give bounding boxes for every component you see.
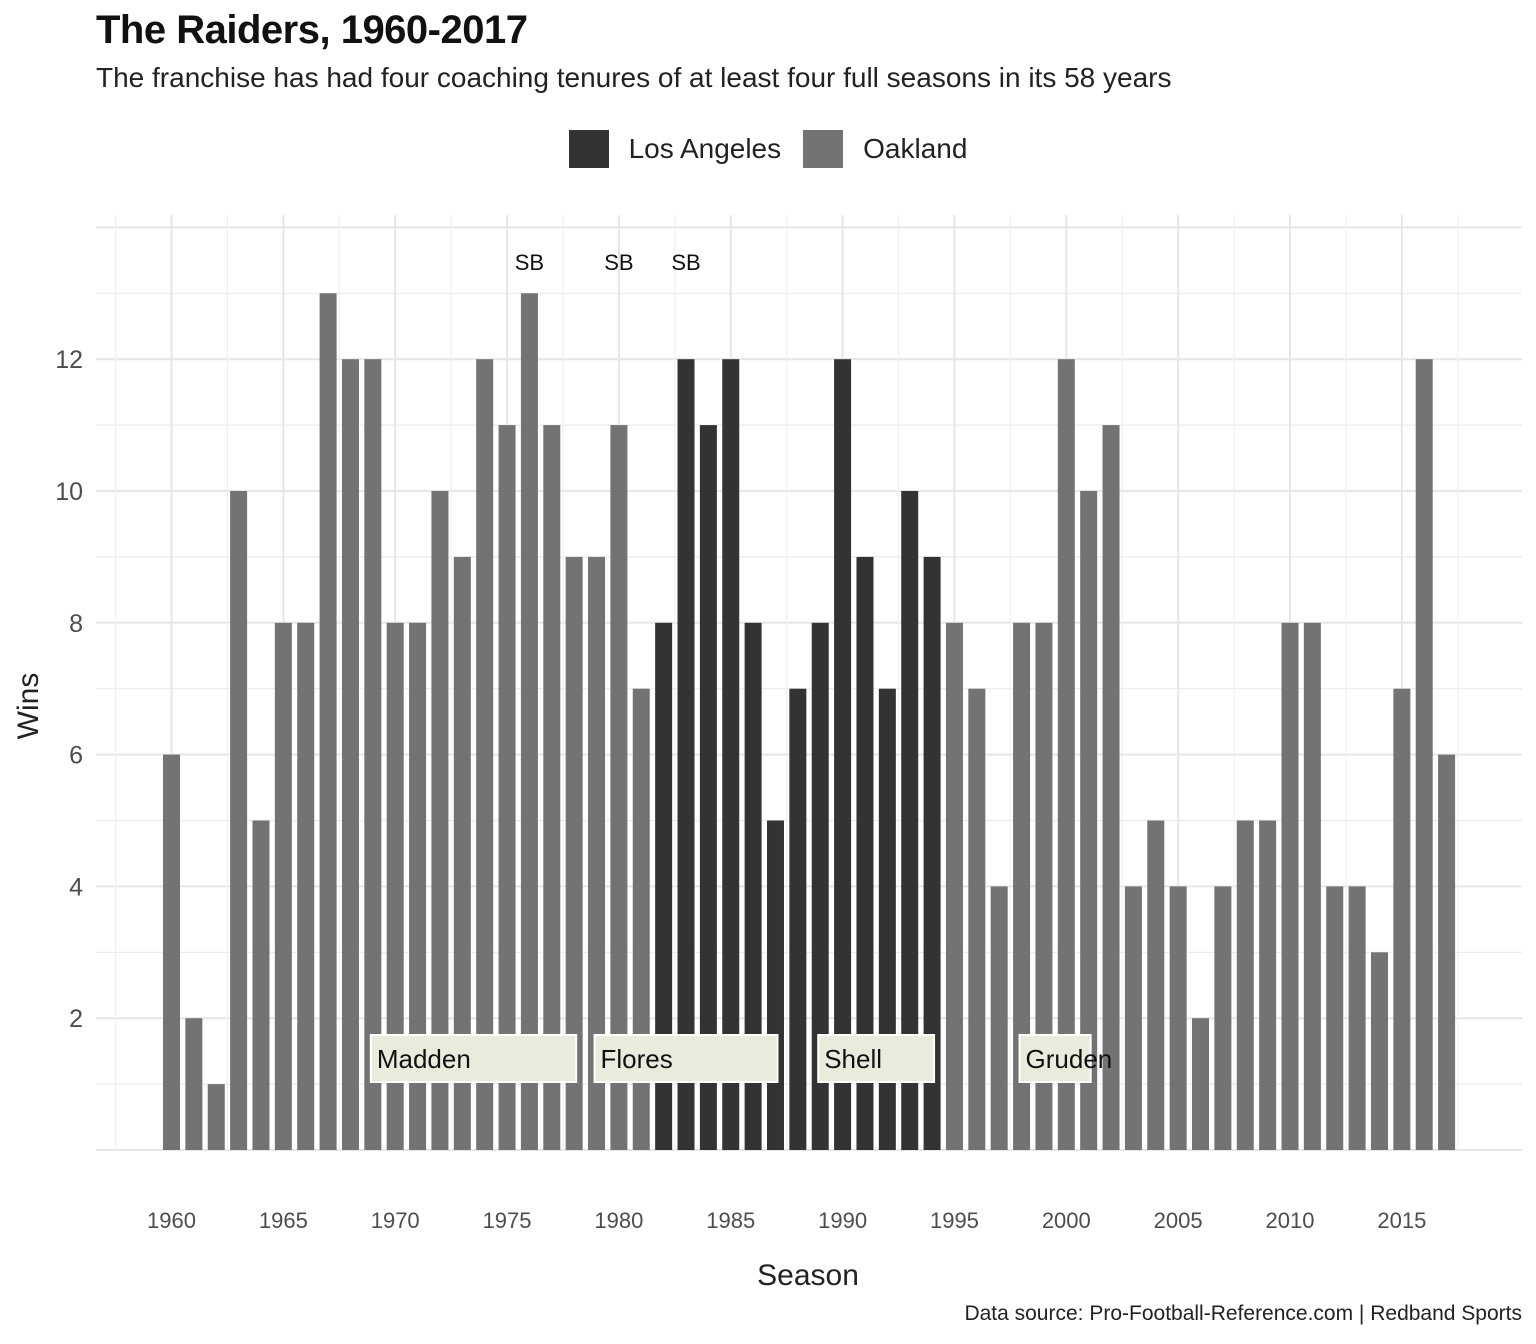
x-tick-label: 2000 [1042, 1208, 1091, 1233]
bar [386, 622, 404, 1150]
bar [811, 622, 829, 1150]
bar [945, 622, 963, 1150]
bar [1035, 622, 1053, 1150]
bar [990, 886, 1008, 1150]
bar [163, 754, 180, 1150]
bar [968, 688, 986, 1150]
coach-label: Gruden [1026, 1044, 1113, 1074]
bar [498, 425, 516, 1151]
bar [834, 359, 852, 1150]
x-tick-label: 1990 [818, 1208, 867, 1233]
x-tick-label: 1960 [147, 1208, 196, 1233]
coach-label: Madden [377, 1044, 471, 1074]
bar [185, 1018, 203, 1150]
bar [744, 622, 762, 1150]
bar [520, 293, 538, 1150]
y-tick-label: 2 [69, 1005, 83, 1033]
bar [1124, 886, 1142, 1150]
bar [588, 556, 606, 1150]
bar [1348, 886, 1366, 1150]
x-tick-label: 1985 [706, 1208, 755, 1233]
bar [431, 491, 449, 1150]
bar [1281, 622, 1299, 1150]
bar [1438, 754, 1456, 1150]
bar [610, 425, 628, 1151]
bar [1147, 820, 1165, 1150]
y-tick-label: 10 [55, 478, 83, 506]
bar [476, 359, 494, 1150]
y-tick-label: 6 [69, 742, 83, 770]
bar [677, 359, 695, 1150]
bar [409, 622, 427, 1150]
chart-title: The Raiders, 1960-2017 [96, 8, 528, 52]
super-bowl-label: SB [671, 250, 700, 275]
x-tick-label: 1970 [371, 1208, 420, 1233]
bar [1370, 952, 1388, 1150]
bar [1080, 491, 1098, 1150]
coach-label-box [369, 1034, 578, 1083]
coach-label-box [593, 1034, 779, 1083]
bar [1192, 1018, 1210, 1150]
y-tick-label: 12 [55, 346, 83, 374]
legend-swatch-los-angeles [568, 130, 609, 168]
chart-caption: Data source: Pro-Football-Reference.com … [964, 1302, 1522, 1325]
x-tick-label: 2010 [1266, 1208, 1315, 1233]
bar [699, 425, 717, 1151]
x-tick-label: 1980 [594, 1208, 643, 1233]
bar [1214, 886, 1232, 1150]
coach-label-box [817, 1034, 936, 1083]
x-axis-title: Season [757, 1259, 859, 1292]
bar [901, 491, 919, 1150]
x-tick-label: 1995 [930, 1208, 979, 1233]
chart-legend: Los Angeles Oakland [0, 130, 1536, 168]
bar [1415, 359, 1433, 1150]
x-tick-label: 2015 [1377, 1208, 1426, 1233]
bar [1326, 886, 1344, 1150]
bar [341, 359, 359, 1150]
x-tick-label: 1965 [259, 1208, 308, 1233]
bar [766, 820, 784, 1150]
legend-item-oakland: Oakland [803, 130, 967, 168]
bar [274, 622, 292, 1150]
coach-label: Shell [824, 1044, 882, 1074]
bar [364, 359, 382, 1150]
super-bowl-label: SB [515, 250, 544, 275]
bar [1013, 622, 1031, 1150]
bar [1057, 359, 1075, 1150]
legend-label-oakland: Oakland [863, 133, 968, 164]
bar [1102, 425, 1120, 1151]
bar [722, 359, 740, 1150]
bar [1236, 820, 1254, 1150]
x-tick-label: 2005 [1154, 1208, 1203, 1233]
coach-label-box [1018, 1034, 1092, 1083]
bar [297, 622, 315, 1150]
bar [453, 556, 471, 1150]
bar [565, 556, 583, 1150]
bar [1259, 820, 1277, 1150]
legend-item-los-angeles: Los Angeles [568, 130, 782, 168]
bar [252, 820, 270, 1150]
bar [319, 293, 337, 1150]
bar [856, 556, 874, 1150]
legend-swatch-oakland [803, 130, 844, 168]
bar [655, 622, 673, 1150]
legend-label-los-angeles: Los Angeles [628, 133, 782, 164]
bar [1393, 688, 1411, 1150]
bar [923, 556, 941, 1150]
super-bowl-label: SB [604, 250, 633, 275]
coach-label: Flores [601, 1044, 673, 1074]
bar [207, 1084, 225, 1150]
y-axis-title: Wins [12, 673, 45, 740]
y-tick-label: 4 [69, 873, 83, 901]
x-tick-label: 1975 [483, 1208, 532, 1233]
bar [789, 688, 807, 1150]
bar [230, 491, 248, 1150]
y-tick-label: 8 [69, 610, 83, 638]
chart-subtitle: The franchise has had four coaching tenu… [96, 62, 1172, 93]
bar [1303, 622, 1321, 1150]
bar [1169, 886, 1187, 1150]
bar [543, 425, 561, 1151]
